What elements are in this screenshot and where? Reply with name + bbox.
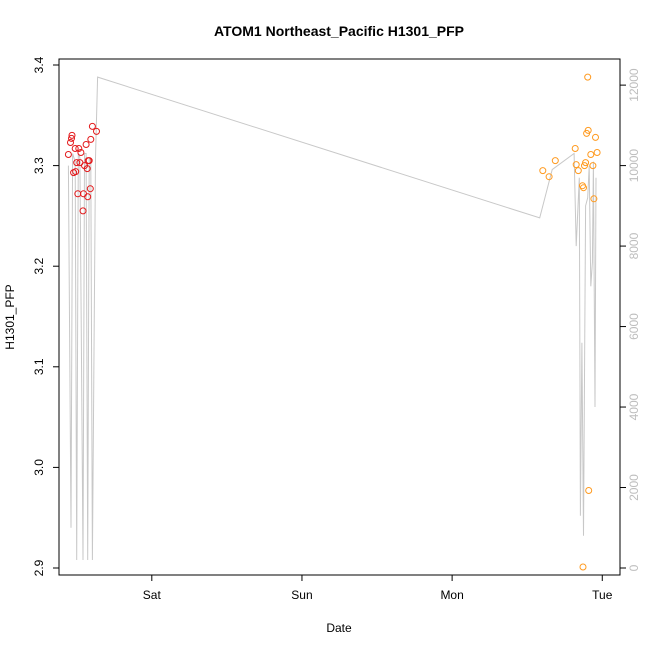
data-point: [574, 167, 582, 175]
data-point: [64, 151, 72, 158]
data-point: [579, 563, 587, 571]
points-layer: [64, 73, 601, 571]
data-point: [71, 145, 79, 152]
data-point: [86, 185, 94, 193]
y-tick-label: 3.4: [32, 56, 46, 73]
plot-frame: [58, 58, 621, 576]
data-point: [67, 139, 74, 146]
y-tick-label: 2.9: [32, 559, 46, 576]
data-point: [88, 122, 96, 130]
y2-tick-label: 6000: [627, 313, 641, 340]
data-point: [84, 193, 92, 201]
data-point: [587, 151, 595, 158]
data-point: [592, 133, 599, 141]
data-point: [590, 195, 598, 203]
data-point: [79, 207, 87, 215]
data-point: [585, 487, 593, 494]
y2-tick-label: 4000: [627, 393, 641, 420]
y-tick-label: 3.2: [32, 258, 46, 275]
altitude-layer: [67, 76, 597, 561]
y-axis-label: H1301_PFP: [3, 284, 17, 349]
data-point: [584, 126, 592, 134]
y-tick-label: 3.3: [32, 157, 46, 174]
data-point: [572, 161, 580, 169]
x-tick-label: Tue: [592, 588, 613, 602]
data-point: [545, 173, 553, 181]
x-tick-label: Sat: [143, 588, 162, 602]
data-point: [72, 168, 80, 176]
y-tick-label: 3.0: [32, 459, 46, 476]
data-point: [75, 145, 83, 152]
data-point: [589, 162, 597, 170]
data-point: [93, 127, 100, 135]
y2-tick-label: 10000: [627, 149, 641, 183]
data-point: [83, 165, 91, 173]
x-axis-label: Date: [326, 621, 352, 635]
data-point: [82, 141, 90, 148]
data-point: [77, 149, 85, 156]
y2-tick-label: 0: [627, 564, 641, 571]
y-tick-label: 3.1: [32, 358, 46, 375]
chart-title: ATOM1 Northeast_Pacific H1301_PFP: [214, 23, 464, 39]
data-point: [571, 145, 579, 152]
data-point: [580, 184, 587, 192]
data-point: [539, 167, 547, 175]
data-point: [68, 131, 76, 139]
y2-tick-label: 8000: [627, 232, 641, 259]
axes-layer: Sat Sun Mon Tue 2.9 3.0 3.1 3.2 3.3 3.4 0 2000 4000 6…: [32, 56, 641, 602]
data-point: [85, 157, 93, 165]
y2-tick-label: 12000: [627, 68, 641, 102]
data-point: [87, 135, 95, 143]
x-tick-label: Sun: [291, 588, 312, 602]
x-tick-label: Mon: [440, 588, 463, 602]
altitude-line: [67, 76, 597, 561]
data-point: [584, 73, 592, 81]
data-point: [551, 157, 559, 165]
data-point: [68, 134, 75, 142]
data-point: [73, 159, 81, 167]
y2-tick-label: 2000: [627, 474, 641, 501]
data-point: [80, 190, 87, 198]
data-point: [593, 149, 601, 156]
data-point: [582, 159, 590, 167]
data-point: [581, 162, 588, 170]
